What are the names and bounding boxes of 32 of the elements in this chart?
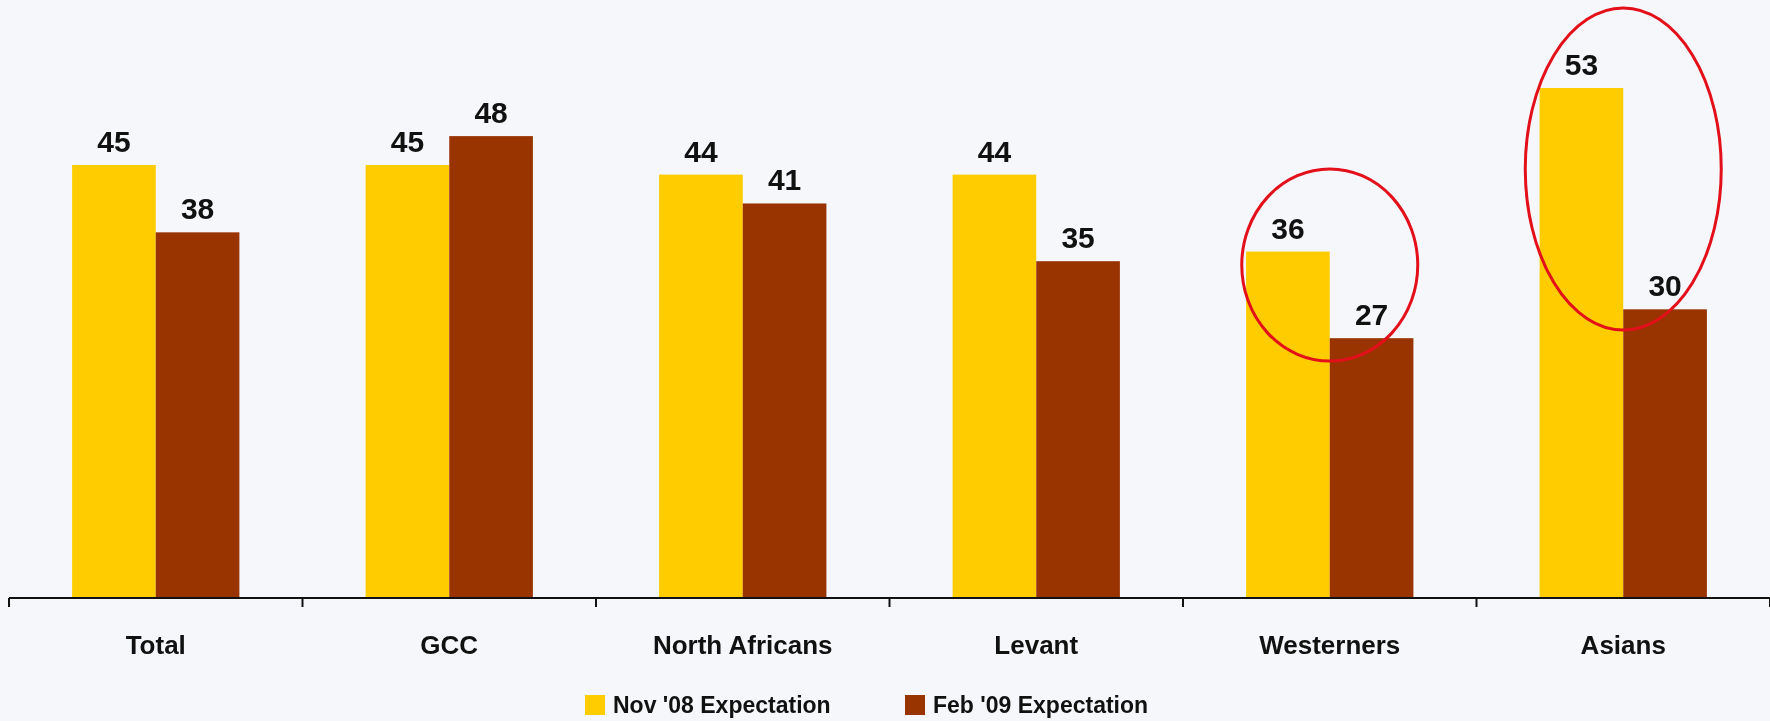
bar xyxy=(659,174,743,598)
x-tick-label: Westerners xyxy=(1259,630,1401,660)
data-label: 48 xyxy=(474,96,508,130)
bar xyxy=(1329,338,1414,598)
bar xyxy=(1246,251,1330,598)
bar xyxy=(1539,88,1624,598)
data-label: 53 xyxy=(1564,48,1599,81)
bar xyxy=(742,203,827,598)
x-tick-label: North Africans xyxy=(652,630,833,660)
bar xyxy=(1623,309,1707,598)
data-label: 44 xyxy=(684,134,718,168)
data-label: 36 xyxy=(1271,211,1305,245)
data-label: 27 xyxy=(1354,298,1389,332)
data-label: 30 xyxy=(1648,269,1682,303)
x-tick-label: GCC xyxy=(420,630,479,660)
data-label: 45 xyxy=(97,124,131,158)
bar xyxy=(155,232,240,598)
data-label: 38 xyxy=(180,192,215,226)
x-tick-label: Total xyxy=(125,630,186,660)
bar xyxy=(449,136,533,598)
bar xyxy=(72,164,156,598)
data-label: 41 xyxy=(767,163,802,197)
x-tick-label: Asians xyxy=(1580,630,1666,660)
bar xyxy=(1036,261,1120,598)
data-label: 35 xyxy=(1061,221,1095,255)
legend-label: Nov '08 Expectation xyxy=(613,692,831,718)
data-label: 45 xyxy=(390,124,425,158)
x-tick-label: Levant xyxy=(994,630,1079,660)
data-label: 44 xyxy=(977,134,1012,168)
legend-label: Feb '09 Expectation xyxy=(933,692,1149,718)
bar xyxy=(952,174,1037,598)
bar xyxy=(365,164,450,598)
